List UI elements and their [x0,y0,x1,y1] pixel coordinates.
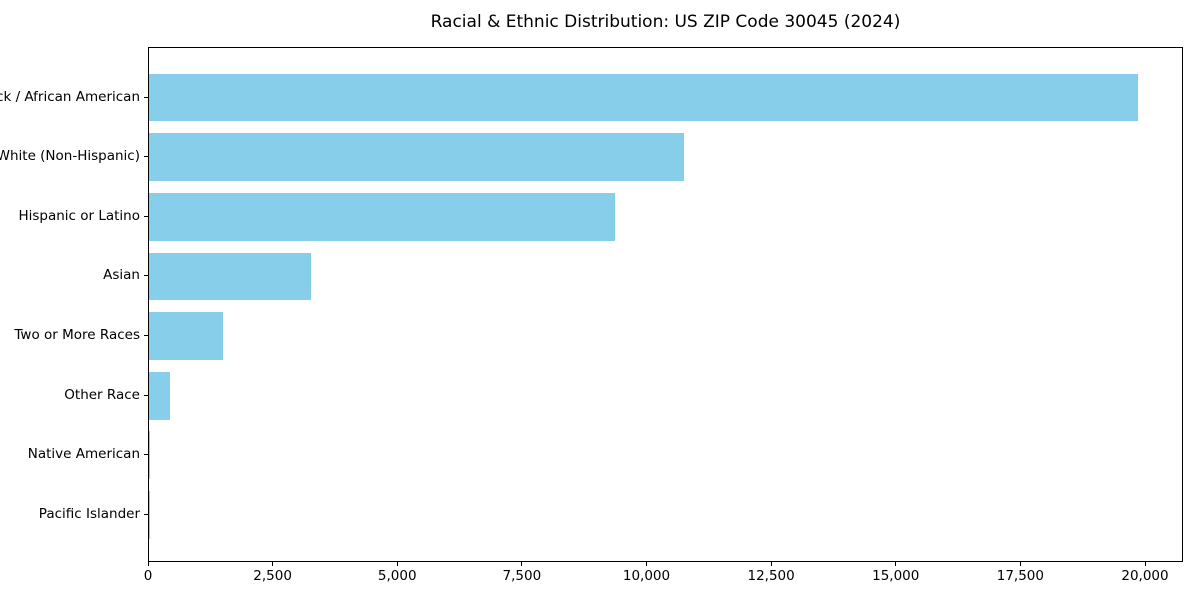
chart-title: Racial & Ethnic Distribution: US ZIP Cod… [430,12,901,32]
x-tick-label-10000: 10,000 [622,568,671,584]
x-tick-mark [272,562,274,566]
bar-black-african-american [149,73,1139,122]
y-tick-mark [144,513,148,515]
x-tick-label-0: 0 [143,568,153,584]
x-tick-label-12500: 12,500 [747,568,795,584]
x-tick-mark [147,562,149,566]
x-tick-label-2500: 2,500 [253,568,292,584]
x-tick-mark [770,562,772,566]
bar-other-race [149,371,170,420]
y-tick-mark [144,156,148,158]
y-tick-mark [144,96,148,98]
y-tick-label-native-american: Native American [27,446,140,463]
y-tick-mark [144,394,148,396]
y-tick-label-two-or-more-races: Two or More Races [14,327,140,344]
x-tick-mark [1144,562,1146,566]
x-tick-label-17500: 17,500 [996,568,1044,584]
x-tick-mark [646,562,647,566]
bar-white-non-hispanic [149,133,684,181]
x-tick-label-7500: 7,500 [502,568,542,584]
x-tick-label-20000: 20,000 [1121,568,1169,584]
y-tick-label-white-non-hispanic: White (Non-Hispanic) [0,148,140,165]
y-tick-label-hispanic-or-latino: Hispanic or Latino [18,207,140,224]
y-tick-mark [144,335,148,337]
x-tick-mark [895,562,897,566]
x-tick-mark [521,562,523,566]
y-tick-label-other-race: Other Race [64,386,140,403]
bar-two-or-more-races [149,312,223,360]
bar-hispanic-or-latino [149,192,616,241]
x-tick-label-15000: 15,000 [872,568,920,584]
plot-area [148,47,1183,562]
y-tick-label-asian: Asian [103,267,140,284]
bar-asian [149,252,311,301]
x-tick-mark [1019,562,1021,566]
y-tick-mark [144,454,148,456]
x-tick-mark [396,562,398,566]
y-tick-mark [144,275,148,277]
y-tick-mark [144,215,148,217]
y-tick-label-black-african-american: Black / African American [0,88,140,105]
y-tick-label-pacific-islander: Pacific Islander [38,505,140,522]
bar-native-american [149,431,150,480]
x-tick-label-5000: 5,000 [377,568,417,584]
